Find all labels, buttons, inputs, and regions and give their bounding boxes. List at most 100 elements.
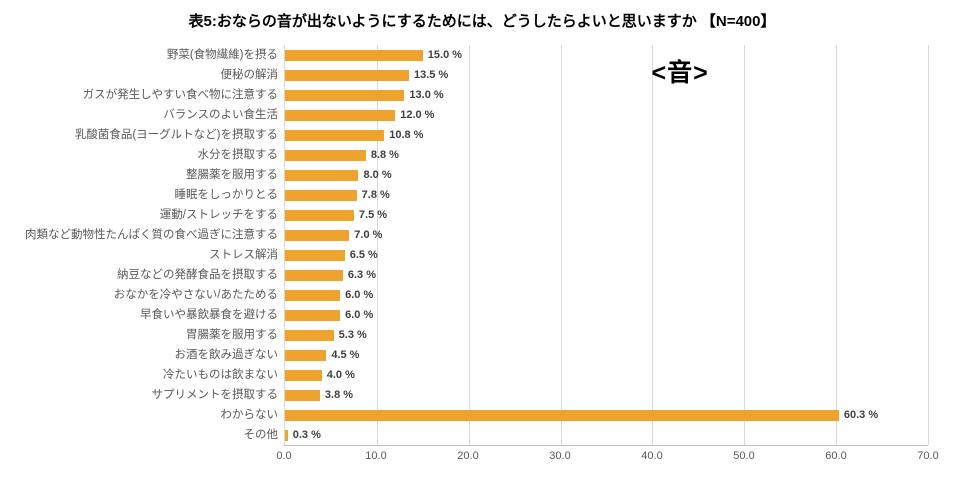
bar bbox=[285, 149, 366, 161]
bar-value-label: 7.8 % bbox=[361, 189, 390, 201]
bar bbox=[285, 309, 341, 321]
bar bbox=[285, 269, 343, 281]
bar bbox=[285, 289, 341, 301]
sound-annotation: <音> bbox=[651, 59, 709, 87]
bar-rows: 15.0 % 13.5 % 13.0 % 12.0 % 10.8 % 8.8 % 8.0 %… bbox=[285, 45, 928, 445]
category-label: 胃腸薬を服用する bbox=[186, 329, 278, 341]
bar bbox=[285, 409, 839, 421]
x-tick-label: 70.0 bbox=[917, 450, 939, 462]
category-label: バランスのよい食生活 bbox=[163, 109, 278, 121]
bar-value-label: 13.5 % bbox=[414, 69, 449, 81]
category-label: 肉類など動物性たんぱく質の食べ過ぎに注意する bbox=[25, 229, 278, 241]
chart-title: 表5:おならの音が出ないようにするためには、どうしたらよいと思いますか 【N=4… bbox=[188, 13, 776, 30]
bar bbox=[285, 189, 357, 201]
bar-row: 7.0 % bbox=[285, 225, 928, 245]
category-label: サプリメントを摂取する bbox=[151, 389, 279, 401]
bar-value-label: 7.5 % bbox=[358, 209, 388, 221]
bar-value-label: 4.5 % bbox=[331, 349, 360, 361]
bar-row: 6.3 % bbox=[285, 265, 928, 285]
x-tick-label: 10.0 bbox=[365, 450, 387, 462]
bar bbox=[285, 369, 322, 381]
bar bbox=[285, 169, 359, 181]
bar-chart: 野菜(食物繊維)を摂る便秘の解消ガスが発生しやすい食べ物に注意するバランスのよい… bbox=[12, 45, 952, 446]
bar bbox=[285, 89, 405, 101]
category-axis: 野菜(食物繊維)を摂る便秘の解消ガスが発生しやすい食べ物に注意するバランスのよい… bbox=[12, 45, 284, 446]
category-label: 水分を摂取する bbox=[197, 149, 279, 161]
gridline bbox=[836, 45, 838, 445]
bar-row: 13.5 % bbox=[285, 65, 928, 85]
bar-row: 3.8 % bbox=[285, 385, 928, 405]
category-label: 便秘の解消 bbox=[220, 69, 279, 81]
bar-row: 0.3 % bbox=[285, 425, 928, 445]
bar-row: 12.0 % bbox=[285, 105, 928, 125]
category-label: 運動/ストレッチをする bbox=[159, 209, 278, 221]
bar-value-label: 6.0 % bbox=[345, 289, 374, 301]
gridline bbox=[652, 45, 654, 445]
x-tick-label: 40.0 bbox=[641, 450, 663, 462]
bar bbox=[285, 229, 350, 241]
bar-value-label: 12.0 % bbox=[400, 109, 435, 121]
bar-value-label: 4.0 % bbox=[326, 369, 355, 381]
bar-row: 6.5 % bbox=[285, 245, 928, 265]
bar-row: 4.0 % bbox=[285, 365, 928, 385]
bar-row: 10.8 % bbox=[285, 125, 928, 145]
gridline bbox=[468, 45, 470, 445]
x-tick-label: 0.0 bbox=[276, 450, 292, 462]
x-tick-label: 20.0 bbox=[457, 450, 479, 462]
bar-value-label: 3.8 % bbox=[324, 389, 354, 401]
category-label: 睡眠をしっかりとる bbox=[174, 189, 279, 201]
category-label: ガスが発生しやすい食べ物に注意する bbox=[82, 89, 278, 101]
bar-row: 7.5 % bbox=[285, 205, 928, 225]
bar-value-label: 15.0 % bbox=[427, 49, 463, 61]
bar-value-label: 7.0 % bbox=[354, 229, 383, 241]
x-tick-label: 30.0 bbox=[549, 450, 571, 462]
bar bbox=[285, 109, 396, 121]
gridlines bbox=[285, 45, 929, 445]
x-axis-row: 0.0 10.0 20.0 30.0 40.0 50.0 60.0 70.0 bbox=[12, 446, 952, 466]
category-label: 冷たいものは飲まない bbox=[163, 369, 278, 381]
bar-value-label: 0.3 % bbox=[292, 429, 321, 441]
plot-area: 15.0 % 13.5 % 13.0 % 12.0 % 10.8 % 8.8 % 8.0 %… bbox=[284, 45, 929, 446]
bar-value-label: 8.8 % bbox=[370, 149, 399, 161]
bar-row: 7.8 % bbox=[285, 185, 928, 205]
gridline bbox=[376, 45, 378, 445]
bar-value-label: 60.3 % bbox=[843, 409, 879, 421]
category-label: その他 bbox=[243, 429, 279, 441]
bar-row: 60.3 % bbox=[285, 405, 928, 425]
bar-row: 8.0 % bbox=[285, 165, 928, 185]
category-label: 野菜(食物繊維)を摂る bbox=[166, 49, 278, 61]
bar-value-label: 10.8 % bbox=[389, 129, 424, 141]
category-label: 乳酸菌食品(ヨーグルトなど)を摂取する bbox=[74, 129, 278, 141]
bar bbox=[285, 209, 354, 221]
bar-value-label: 6.0 % bbox=[345, 309, 374, 321]
bar-row: 6.0 % bbox=[285, 285, 928, 305]
bar-row: 4.5 % bbox=[285, 345, 928, 365]
x-axis-spacer bbox=[12, 446, 284, 466]
bar bbox=[285, 389, 320, 401]
bar bbox=[285, 349, 327, 361]
bar-value-label: 8.0 % bbox=[363, 169, 392, 181]
bar-value-label: 6.3 % bbox=[347, 269, 376, 281]
bar bbox=[285, 129, 385, 141]
bar-row: 6.0 % bbox=[285, 305, 928, 325]
bar-row: 5.3 % bbox=[285, 325, 928, 345]
category-label: ストレス解消 bbox=[209, 249, 278, 261]
category-label: 納豆などの発酵食品を摂取する bbox=[117, 269, 278, 281]
x-tick-label: 50.0 bbox=[733, 450, 755, 462]
category-label: おなかを冷やさない/あたためる bbox=[113, 289, 278, 301]
bar-value-label: 6.5 % bbox=[349, 249, 378, 261]
category-label: わからない bbox=[220, 409, 279, 421]
bar bbox=[285, 249, 345, 261]
bar bbox=[285, 69, 409, 81]
gridline bbox=[928, 45, 929, 445]
bar bbox=[285, 429, 288, 441]
category-label: お酒を飲み過ぎない bbox=[174, 349, 279, 361]
category-label: 早食いや暴飲暴食を避ける bbox=[140, 309, 278, 321]
gridline bbox=[744, 45, 746, 445]
bar-row: 13.0 % bbox=[285, 85, 928, 105]
bar-value-label: 13.0 % bbox=[409, 89, 444, 101]
x-tick-label: 60.0 bbox=[825, 450, 847, 462]
gridline bbox=[560, 45, 562, 445]
bar bbox=[285, 329, 334, 341]
